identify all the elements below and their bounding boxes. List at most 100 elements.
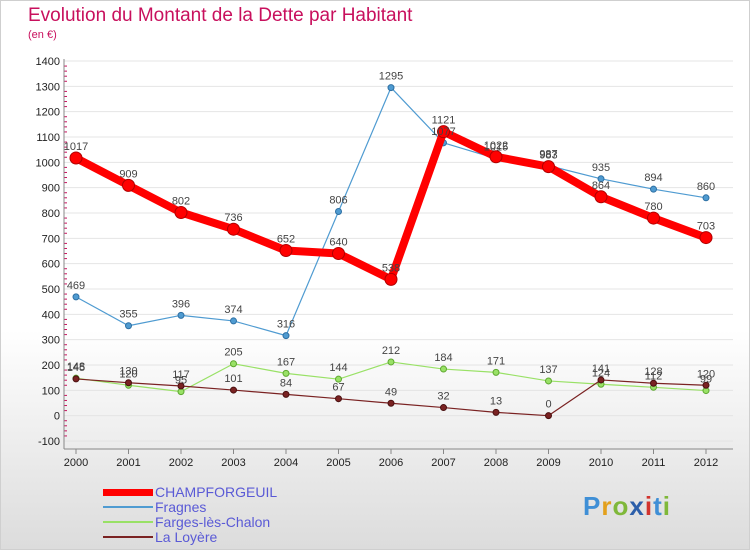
- data-label: 864: [592, 180, 610, 192]
- data-point: [545, 412, 552, 420]
- data-point: [702, 381, 710, 389]
- data-label: 860: [697, 181, 715, 193]
- data-label: 141: [592, 363, 610, 375]
- x-tick-label: 2011: [642, 457, 666, 469]
- data-point: [227, 222, 240, 236]
- data-point: [440, 365, 447, 373]
- y-tick-label: 600: [42, 259, 60, 271]
- data-label: 124: [592, 367, 610, 379]
- data-label: 802: [172, 195, 190, 207]
- data-point: [492, 408, 500, 416]
- legend-swatch: [103, 506, 153, 508]
- data-label: 355: [119, 309, 137, 321]
- y-tick-label: 1200: [36, 107, 60, 119]
- data-point: [594, 190, 608, 204]
- data-label: 469: [67, 280, 85, 292]
- data-label: 145: [67, 362, 85, 374]
- data-label: 117: [172, 369, 190, 381]
- data-label: 101: [224, 373, 242, 385]
- data-point: [440, 404, 447, 412]
- y-tick-label: 0: [54, 411, 60, 423]
- x-tick-label: 2001: [116, 457, 140, 469]
- data-label: 652: [277, 233, 295, 245]
- legend-swatch: [103, 521, 153, 523]
- data-label: 316: [277, 319, 295, 331]
- data-label: 1017: [64, 141, 88, 153]
- y-tick-label: 500: [42, 284, 60, 296]
- data-point: [69, 151, 83, 165]
- data-label: 99: [700, 374, 712, 386]
- y-tick-label: 700: [42, 233, 60, 245]
- data-point: [279, 243, 293, 257]
- y-tick-label: -100: [38, 436, 60, 448]
- data-label: 128: [644, 366, 662, 378]
- data-label: 212: [382, 345, 400, 357]
- y-tick-label: 200: [42, 360, 60, 372]
- data-label: 184: [434, 352, 452, 364]
- data-point: [335, 207, 342, 215]
- data-label: 640: [329, 237, 347, 249]
- data-label: 95: [175, 375, 187, 387]
- data-point: [230, 386, 237, 394]
- data-label: 205: [224, 347, 242, 359]
- data-point: [387, 84, 395, 92]
- data-point: [230, 360, 237, 368]
- x-tick-label: 2010: [589, 457, 613, 469]
- legend-label: CHAMPFORGEUIL: [155, 484, 278, 500]
- chart-title: Evolution du Montant de la Dette par Hab…: [28, 5, 413, 26]
- y-tick-label: 1000: [36, 157, 60, 169]
- data-label: 703: [697, 221, 715, 233]
- data-label: 32: [437, 391, 449, 403]
- data-label: 909: [119, 168, 137, 180]
- series-line: [75, 86, 707, 337]
- data-point: [282, 332, 290, 340]
- data-point: [125, 379, 132, 387]
- data-point: [230, 317, 237, 325]
- data-point: [335, 375, 342, 383]
- data-point: [177, 382, 185, 390]
- x-tick-label: 2004: [274, 457, 298, 469]
- data-label: 1077: [431, 126, 455, 138]
- chart-subtitle: (en €): [28, 29, 57, 41]
- data-label: 1295: [379, 71, 403, 83]
- x-tick-label: 2006: [379, 457, 403, 469]
- data-label: 1022: [484, 140, 508, 152]
- data-point: [177, 311, 185, 319]
- data-point: [597, 175, 605, 183]
- data-label: 167: [277, 356, 295, 368]
- data-label: 736: [224, 212, 242, 224]
- data-label: 49: [385, 386, 397, 398]
- series-line: [74, 127, 708, 284]
- data-label: 171: [487, 355, 505, 367]
- legend-swatch: [103, 536, 153, 538]
- legend-swatch: [103, 488, 153, 496]
- legend-label: Fragnes: [155, 499, 207, 515]
- x-tick-label: 2005: [326, 457, 350, 469]
- x-tick-label: 2002: [169, 457, 193, 469]
- data-label: 894: [644, 172, 662, 184]
- data-point: [699, 231, 713, 245]
- data-label: 130: [119, 366, 137, 378]
- y-tick-label: 300: [42, 335, 60, 347]
- data-label: 935: [592, 162, 610, 174]
- data-point: [72, 375, 80, 383]
- x-tick-label: 2007: [431, 457, 455, 469]
- data-point: [282, 390, 290, 398]
- data-point: [545, 377, 552, 385]
- data-label: 1015: [484, 142, 508, 154]
- data-label: 0: [545, 399, 551, 411]
- data-point: [650, 185, 657, 193]
- x-tick-label: 2003: [221, 457, 245, 469]
- y-tick-label: 1300: [36, 81, 60, 93]
- data-label: 780: [644, 201, 662, 213]
- data-point: [384, 272, 398, 286]
- y-tick-label: 800: [42, 208, 60, 220]
- data-label: 84: [280, 377, 292, 389]
- data-label: 13: [490, 395, 502, 407]
- data-label: 987: [539, 149, 557, 161]
- y-tick-label: 100: [42, 385, 60, 397]
- data-label: 806: [329, 194, 347, 206]
- data-label: 983: [539, 150, 557, 162]
- data-point: [647, 211, 660, 225]
